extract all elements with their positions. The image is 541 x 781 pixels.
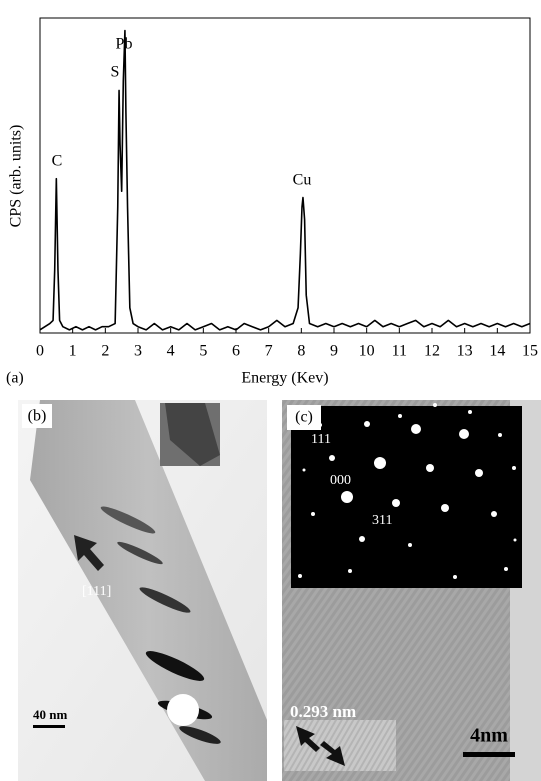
- spot: [441, 504, 449, 512]
- spacing-label: 0.293 nm: [290, 702, 356, 721]
- spot: [411, 424, 421, 434]
- x-tick-label: 9: [330, 343, 338, 360]
- peak-label: Cu: [293, 172, 312, 189]
- spot: [341, 491, 353, 503]
- spot: [311, 512, 315, 516]
- arrow: [296, 726, 320, 752]
- defect: [139, 587, 191, 613]
- x-tick-label: 7: [265, 343, 273, 360]
- x-tick-label: 8: [297, 343, 305, 360]
- plot-frame: [39, 17, 531, 334]
- spot: [513, 538, 517, 542]
- x-tick-label: 14: [489, 343, 505, 360]
- label-box: [287, 405, 321, 430]
- spot: [302, 468, 306, 472]
- spot: [453, 575, 457, 579]
- defect: [145, 651, 205, 681]
- spot: [426, 464, 434, 472]
- spot-label: 000: [330, 473, 351, 488]
- spot: [392, 499, 400, 507]
- spot: [298, 574, 302, 578]
- scale-label: 4nm: [470, 725, 508, 747]
- x-tick-label: 4: [167, 343, 175, 360]
- spot: [475, 469, 483, 477]
- spot: [374, 457, 386, 469]
- spot: [359, 536, 365, 542]
- panel-c: (c) 111 000 311 0.293 nm 4nm: [282, 400, 541, 781]
- spot: [512, 466, 516, 470]
- peak-label: S: [111, 64, 120, 81]
- x-tick-label: 15: [522, 343, 538, 360]
- inset-rod: [165, 403, 220, 466]
- arrow: [74, 535, 104, 571]
- spot: [348, 569, 352, 573]
- peak-label: C: [52, 153, 63, 170]
- spot: [459, 429, 469, 439]
- scale-label: 40 nm: [33, 707, 67, 722]
- spot: [329, 455, 335, 461]
- defect: [179, 726, 221, 744]
- spot: [468, 410, 472, 414]
- direction-label: [111]: [82, 584, 111, 599]
- x-tick-label: 6: [232, 343, 240, 360]
- x-tick-label: 5: [199, 343, 207, 360]
- spot: [491, 511, 497, 517]
- spectrum: [39, 29, 531, 331]
- panel-b: (b) [111] 40 nm: [18, 400, 267, 781]
- label-box: [22, 404, 52, 428]
- defect: [100, 506, 156, 534]
- peak-label: Pb: [116, 36, 133, 53]
- particle: [167, 694, 199, 726]
- diffraction-pattern: [291, 406, 522, 588]
- x-tick-label: 3: [134, 343, 142, 360]
- spot: [408, 543, 412, 547]
- panel-label: (c): [295, 409, 313, 426]
- y-axis-label: CPS (arb. units): [8, 125, 25, 228]
- x-tick-label: 2: [101, 343, 109, 360]
- panel-label: (a): [6, 370, 24, 387]
- scale-bar: [463, 752, 515, 757]
- panel-label: (b): [28, 408, 47, 425]
- spot: [504, 567, 508, 571]
- spot: [398, 414, 402, 418]
- spot: [364, 421, 370, 427]
- x-tick-label: 0: [36, 343, 44, 360]
- x-tick-label: 13: [457, 343, 473, 360]
- spot: [498, 433, 502, 437]
- spots: [298, 403, 517, 579]
- x-tick-label: 1: [69, 343, 77, 360]
- x-tick-label: 11: [392, 343, 407, 360]
- defect: [117, 541, 163, 565]
- spot-label: 111: [311, 432, 331, 447]
- x-tick-label: 12: [424, 343, 440, 360]
- spot: [433, 403, 437, 407]
- scale-bar: [33, 725, 65, 728]
- x-tick-label: 10: [359, 343, 375, 360]
- arrow: [320, 741, 345, 766]
- x-axis-label: Energy (Kev): [241, 370, 328, 387]
- spot-label: 311: [372, 513, 392, 528]
